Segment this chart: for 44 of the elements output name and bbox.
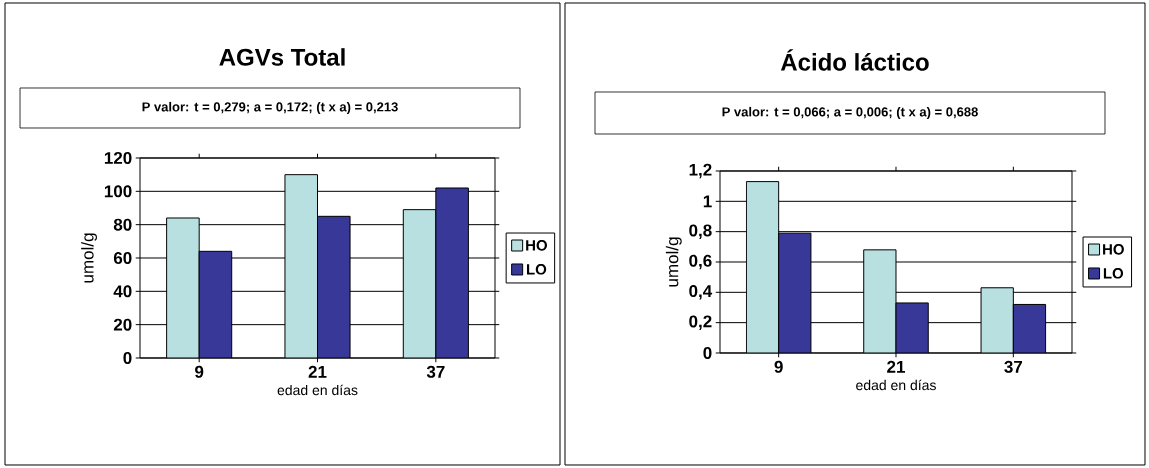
x-tick-label: 9 xyxy=(774,360,783,373)
bar xyxy=(980,287,1014,353)
y-tick-label: 120 xyxy=(104,151,132,165)
x-tick-label: 37 xyxy=(1004,360,1023,373)
x-tick-label: 37 xyxy=(426,365,445,378)
chart-subtitle: P valor: t = 0,066; a = 0,006; (t x a) = 0,688 xyxy=(722,106,978,120)
chart-subtitle: P valor: t = 0,279; a = 0,172; (t x a) = 0,213 xyxy=(142,101,398,115)
x-tick-label: 21 xyxy=(308,365,327,378)
y-tick-label: 100 xyxy=(104,185,132,198)
bar xyxy=(895,302,929,353)
y-tick-label: 0,8 xyxy=(689,224,712,239)
bar xyxy=(166,217,200,358)
y-tick-label: 40 xyxy=(113,285,132,298)
x-tick-label: 21 xyxy=(887,360,905,373)
bar xyxy=(198,250,233,358)
legend-label: LO xyxy=(526,263,547,275)
x-tick-label: 9 xyxy=(195,365,204,378)
bar xyxy=(778,232,812,353)
x-axis-title: edad en días xyxy=(277,384,358,396)
bar xyxy=(317,215,351,358)
y-tick-label: 1 xyxy=(703,195,712,208)
bar xyxy=(745,181,780,353)
bar xyxy=(402,209,437,358)
bar xyxy=(435,187,469,358)
chart-title: Ácido láctico xyxy=(780,49,929,71)
legend-label: HO xyxy=(526,240,548,251)
chart-title: AGVs Total xyxy=(219,48,345,66)
y-tick-label: 80 xyxy=(113,218,132,231)
y-tick-label: 0 xyxy=(703,346,712,360)
y-tick-label: 0 xyxy=(123,351,132,365)
y-tick-label: 0,6 xyxy=(689,254,712,270)
x-axis-title: edad en días xyxy=(856,379,936,391)
y-tick-label: 0,2 xyxy=(689,315,712,330)
y-tick-label: 1,2 xyxy=(689,163,712,179)
bar xyxy=(284,174,319,358)
y-tick-label: 0,4 xyxy=(689,285,713,300)
bar xyxy=(1012,303,1047,353)
y-tick-label: 60 xyxy=(113,251,132,265)
bar xyxy=(863,249,897,353)
legend-label: LO xyxy=(1103,267,1124,279)
y-axis-title: umol/g xyxy=(665,237,682,287)
y-axis-title: umol/g xyxy=(81,233,97,283)
y-tick-label: 20 xyxy=(113,318,132,331)
legend-label: HO xyxy=(1103,244,1124,255)
